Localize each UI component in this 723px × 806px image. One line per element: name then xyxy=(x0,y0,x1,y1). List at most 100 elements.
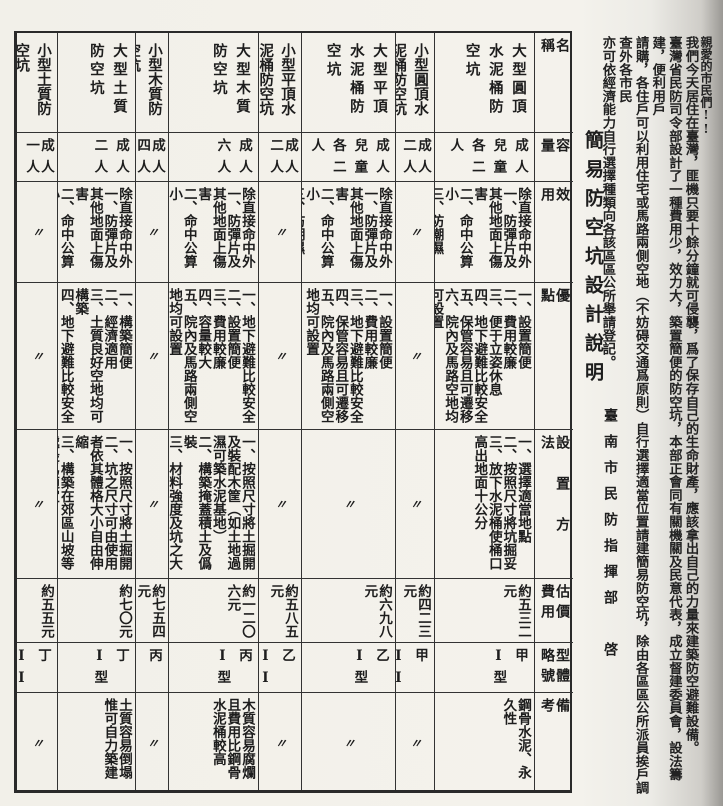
cell-name: 小型平頂水泥桶防空坑 xyxy=(259,33,301,133)
cost-text: 約一二〇六元 xyxy=(224,584,255,638)
method-list: 一、按照尺寸將土掘開及裝配木筐（如土地過濕可築水泥基地） 二、構築掩蓋積土及僞裝三… xyxy=(169,435,255,574)
list-item: 二、構築掩蓋積土及僞裝 xyxy=(180,435,212,570)
list-item: 二、命中公算小 xyxy=(303,187,334,268)
header-cell-name: 名稱 xyxy=(535,33,573,133)
list-item: 除直接命中外 xyxy=(515,187,531,268)
name-text: 小型平頂水泥桶防空坑 xyxy=(259,43,296,116)
list-item: 五、院內及馬路兩側空地均可設置 xyxy=(303,288,334,423)
cell-cost: 約五八五元 xyxy=(259,579,301,643)
capacity-text: 成人二人 xyxy=(91,138,129,181)
list-item: 除直接命中外 xyxy=(116,187,132,268)
ditto-mark: 〃 xyxy=(145,737,160,749)
header-cell-merits: 優點 xyxy=(535,283,573,430)
cost-text: 約七五四元 xyxy=(136,584,165,638)
cell-capacity: 成人一人 xyxy=(17,133,57,182)
cost-text: 約七〇元 xyxy=(116,584,132,638)
type-text: 丙 I型 xyxy=(214,648,252,690)
header-label: 型體略號 xyxy=(539,648,571,688)
capacity-text: 成人四人 xyxy=(136,138,165,181)
header-cell-effect: 效用 xyxy=(535,182,573,283)
cost-text: 約六九八元 xyxy=(361,584,392,638)
name-text: 小型木質防空坑 xyxy=(136,43,163,116)
cell-method: 〃 xyxy=(302,430,395,579)
cell-merits: 一、設置簡便 二、費用較廉 三、地下避難比較安全 四、保管容易且可遷移 五、院內及馬路兩… xyxy=(302,283,395,430)
ditto-mark: 〃 xyxy=(145,226,160,238)
cell-cost: 約一二〇六元 xyxy=(169,579,258,643)
shelter-column: 大型木質防空坑成人六人除直接命中外一、防彈片及其他地面上傷害二、命中公算小三、防… xyxy=(169,33,259,790)
list-item: 三、防潮濕 xyxy=(435,187,444,255)
cell-method: 〃 xyxy=(17,430,57,579)
type-text: 乙 II型 xyxy=(259,648,295,692)
effect-list: 除直接命中外 一、防彈片及其他地面上傷害 二、命中公算小 三、防潮濕 xyxy=(435,187,531,278)
list-item: 鋼骨水泥、永久性 xyxy=(500,698,531,779)
cell-remark: 〃 xyxy=(302,693,395,793)
cell-remark: 〃 xyxy=(259,693,301,793)
list-item: 六、院內及馬路空地均可設置 xyxy=(435,288,459,423)
cost-text: 約四二三元 xyxy=(400,584,431,638)
list-item: 土質容易倒塌惟可自力築建 xyxy=(101,698,132,779)
document-title: 簡易防空坑設計說明 xyxy=(582,130,604,391)
cell-merits: 一、地下避難比較安全 二、設置簡便 三、費用較廉 四、容量較大 五、院內及馬路兩側空地均… xyxy=(169,283,258,430)
capacity-text: 成人二人 xyxy=(267,138,298,181)
cell-capacity: 成人二人 xyxy=(396,133,434,182)
cell-name: 小型木質防空坑 xyxy=(136,33,168,133)
list-item: 二、命中公算小 xyxy=(169,187,197,268)
list-item: 二、坑之尺寸可由使用者依其體格大小自由伸縮 xyxy=(72,435,118,570)
cost-text: 約五五元 xyxy=(38,584,54,638)
list-item: 二、命中公算小 xyxy=(442,187,473,268)
cell-remark: 〃 xyxy=(396,693,434,793)
header-cell-cost: 估價費用 xyxy=(535,579,573,643)
signature: 臺南市民防指揮部 啓 xyxy=(602,408,618,668)
list-item: 五、保管容易且可遷移 xyxy=(456,288,473,423)
cell-name: 小型土質防空坑 xyxy=(17,33,57,133)
cell-capacity: 成人六人 xyxy=(169,133,258,182)
intro-line: 亦可依經濟能力自行選擇種類向各該區區公所舉請登記。 xyxy=(599,36,615,369)
cell-type: 丁 II型 xyxy=(17,643,57,693)
cell-name: 大型木質防空坑 xyxy=(169,33,258,133)
cost-text: 約五三二元 xyxy=(500,584,531,638)
cell-remark: 木質容易腐爛且費用比鋼骨水泥桶較高 xyxy=(169,693,258,793)
cell-remark: 〃 xyxy=(17,693,57,793)
intro-line: 請購，各住戶可以利用住宅或馬路兩側空地（不妨碍交通爲原則）自行選擇適當位置請建簡… xyxy=(616,36,649,795)
list-item: 二、命中公算小 xyxy=(58,187,74,268)
list-item: 一、防彈片及其他地面上傷害 xyxy=(332,187,378,268)
capacity-text: 成人一人 xyxy=(23,138,54,181)
remark-list: 木質容易腐爛且費用比鋼骨水泥桶較高 xyxy=(210,698,255,789)
list-item: 一、防彈片及其他地面上傷害 xyxy=(471,187,517,268)
capacity-text: 成人兒童各二人 xyxy=(308,138,389,181)
list-item: 二、費用較廉 xyxy=(500,288,517,369)
cell-merits: 〃 xyxy=(136,283,168,430)
intro-line: 親愛的市民們!! xyxy=(699,36,713,136)
ditto-mark: 〃 xyxy=(30,350,45,362)
cost-text: 約五八五元 xyxy=(267,584,298,638)
list-item: 四、地下避難比較安全 xyxy=(471,288,488,423)
header-label: 備考 xyxy=(539,698,571,772)
cell-cost: 約四二三元 xyxy=(396,579,434,643)
list-item: 二、費用較廉 xyxy=(361,288,378,369)
list-item: 三、放下水泥桶使桶口高出地面十公分 xyxy=(471,435,502,570)
capacity-text: 成人兒童各二人 xyxy=(447,138,528,181)
cell-capacity: 成人二人 xyxy=(58,133,135,182)
ditto-mark: 〃 xyxy=(145,498,160,510)
cell-type: 乙 II型 xyxy=(259,643,301,693)
list-item: 一、設置簡便 xyxy=(515,288,531,369)
ditto-mark: 〃 xyxy=(341,737,356,749)
cell-effect: 〃 xyxy=(396,182,434,283)
method-list: 一、按照尺寸將土掘開 二、坑之尺寸可由使用者依其體格大小自由伸縮 三、構築在郊區山坡… xyxy=(58,435,132,574)
name-text: 大型木質防空坑 xyxy=(210,43,251,117)
list-item: 一、選擇適當地點 xyxy=(515,435,531,543)
list-item: 三、便于立姿休息 xyxy=(485,288,502,396)
header-label: 設置方法 xyxy=(539,435,571,558)
type-text: 甲 I型 xyxy=(490,648,528,690)
cell-capacity: 成人兒童各二人 xyxy=(435,133,534,182)
ditto-mark: 〃 xyxy=(408,498,423,510)
shelter-column: 大型圓頂水泥桶防空坑 成人兒童各二人 除直接命中外 一、防彈片及其他地面上傷害 二、命中… xyxy=(435,33,535,790)
cell-type: 乙 I型 xyxy=(302,643,395,693)
list-item: 二、經濟適用 xyxy=(101,288,118,369)
list-item: 一、按照尺寸將土掘開及裝配木筐（如土地過濕可築水泥基地） xyxy=(209,435,255,570)
ditto-mark: 〃 xyxy=(408,226,423,238)
cell-merits: 〃 xyxy=(259,283,301,430)
